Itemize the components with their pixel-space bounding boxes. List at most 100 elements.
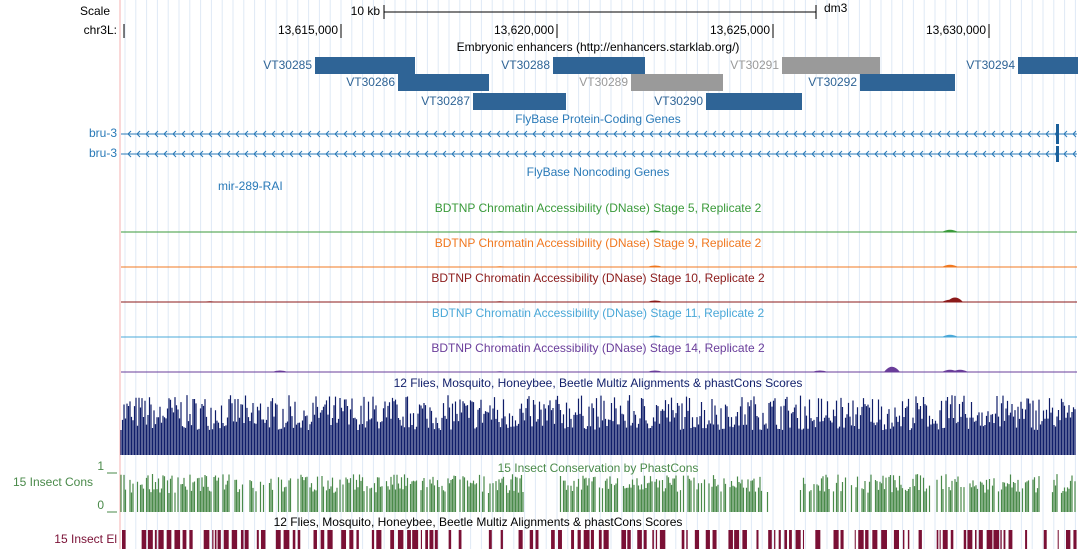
ruler-label: 13,615,000 — [278, 23, 338, 37]
signal-peak — [884, 366, 900, 372]
element — [621, 530, 627, 549]
element — [429, 530, 434, 549]
track-title: FlyBase Noncoding Genes — [527, 165, 670, 179]
element — [872, 530, 878, 549]
element — [795, 530, 801, 549]
element — [637, 530, 642, 549]
element — [327, 530, 333, 549]
scale-label: Scale — [80, 4, 110, 18]
element — [122, 530, 126, 549]
element — [918, 530, 922, 549]
signal-peak — [492, 371, 508, 372]
element — [652, 530, 654, 549]
element — [802, 530, 805, 549]
signal-peak — [942, 334, 958, 337]
enhancer-label: VT30294 — [966, 58, 1015, 72]
element — [214, 530, 217, 549]
element — [712, 530, 717, 549]
element — [1008, 530, 1013, 549]
multiz-bars — [120, 395, 1076, 455]
element — [655, 530, 658, 549]
signal-peak — [492, 266, 508, 267]
element — [154, 530, 157, 549]
element — [223, 530, 229, 549]
element — [865, 530, 869, 549]
assembly: dm3 — [824, 1, 848, 15]
element — [854, 530, 856, 549]
track-title: BDTNP Chromatin Accessibility (DNase) St… — [435, 201, 762, 215]
element — [833, 530, 839, 549]
enhancer-label: VT30292 — [808, 75, 857, 89]
track-label: 15 Insect El — [54, 532, 117, 546]
axis-min: 0 — [97, 498, 104, 512]
element — [390, 530, 395, 549]
element — [529, 530, 534, 549]
element — [742, 530, 747, 549]
gene-label: bru-3 — [89, 126, 117, 140]
element — [341, 530, 347, 549]
element — [397, 530, 404, 549]
element — [141, 530, 147, 549]
enhancer — [631, 74, 723, 91]
element — [571, 530, 575, 549]
track-label: 15 Insect Cons — [13, 475, 93, 489]
element — [448, 530, 452, 549]
track-title: 15 Insect Conservation by PhastCons — [498, 461, 699, 475]
enhancer-label: VT30290 — [654, 94, 703, 108]
signal-peak — [272, 370, 288, 372]
element — [166, 530, 172, 549]
element — [420, 530, 423, 549]
element — [488, 530, 492, 549]
element — [434, 530, 438, 549]
enhancer — [398, 74, 489, 91]
element — [603, 530, 609, 549]
element — [963, 530, 967, 549]
element — [174, 530, 181, 549]
element — [376, 530, 382, 549]
element — [686, 530, 688, 549]
element — [1043, 530, 1047, 549]
element — [217, 530, 221, 549]
element — [590, 530, 594, 549]
ruler-label: 13,625,000 — [710, 23, 770, 37]
enhancer — [706, 93, 802, 110]
element — [936, 530, 939, 549]
track-title: Embryonic enhancers (http://enhancers.st… — [457, 40, 740, 54]
element — [535, 530, 539, 549]
signal-peak — [492, 336, 508, 337]
element — [986, 530, 993, 549]
track-title: 12 Flies, Mosquito, Honeybee, Beetle Mul… — [394, 376, 803, 390]
signal-peak — [647, 230, 663, 232]
element — [939, 530, 941, 549]
element — [371, 530, 375, 549]
element — [425, 530, 428, 549]
element — [320, 530, 325, 549]
element — [231, 530, 238, 549]
element — [551, 530, 555, 549]
signal-peak — [947, 297, 963, 302]
element — [182, 530, 187, 549]
element — [728, 530, 733, 549]
signal-peak — [492, 231, 508, 232]
element — [778, 530, 781, 549]
element — [975, 530, 977, 549]
element — [950, 530, 954, 549]
track-title: FlyBase Protein-Coding Genes — [515, 112, 680, 126]
element — [240, 530, 244, 549]
element — [147, 530, 153, 549]
element — [942, 530, 948, 549]
element — [203, 530, 210, 549]
track-title: BDTNP Chromatin Accessibility (DNase) St… — [435, 236, 762, 250]
grid — [124, 0, 1076, 549]
element — [275, 530, 281, 549]
gene-exon — [1056, 146, 1059, 162]
element — [297, 530, 301, 549]
enhancer-label: VT30287 — [421, 94, 470, 108]
element — [643, 530, 647, 549]
enhancer-label: VT30289 — [579, 75, 628, 89]
element — [1025, 530, 1028, 549]
element — [349, 530, 354, 549]
track-title: BDTNP Chromatin Accessibility (DNase) St… — [431, 341, 765, 355]
element — [789, 530, 792, 549]
track-title: 12 Flies, Mosquito, Honeybee, Beetle Mul… — [274, 515, 683, 529]
